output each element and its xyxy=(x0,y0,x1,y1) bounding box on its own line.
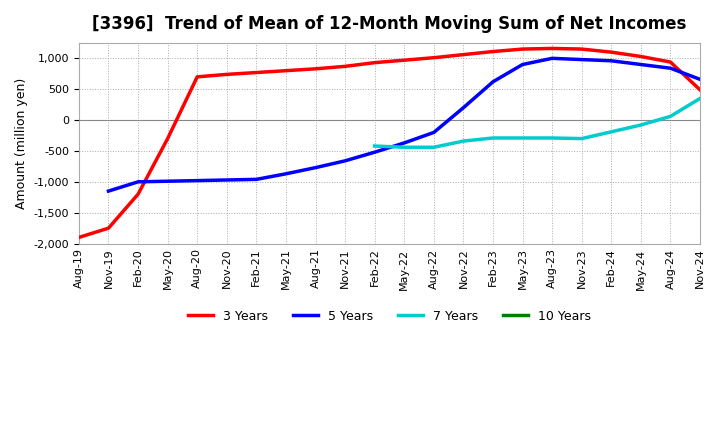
Y-axis label: Amount (million yen): Amount (million yen) xyxy=(15,77,28,209)
Legend: 3 Years, 5 Years, 7 Years, 10 Years: 3 Years, 5 Years, 7 Years, 10 Years xyxy=(183,304,596,328)
Title: [3396]  Trend of Mean of 12-Month Moving Sum of Net Incomes: [3396] Trend of Mean of 12-Month Moving … xyxy=(92,15,687,33)
